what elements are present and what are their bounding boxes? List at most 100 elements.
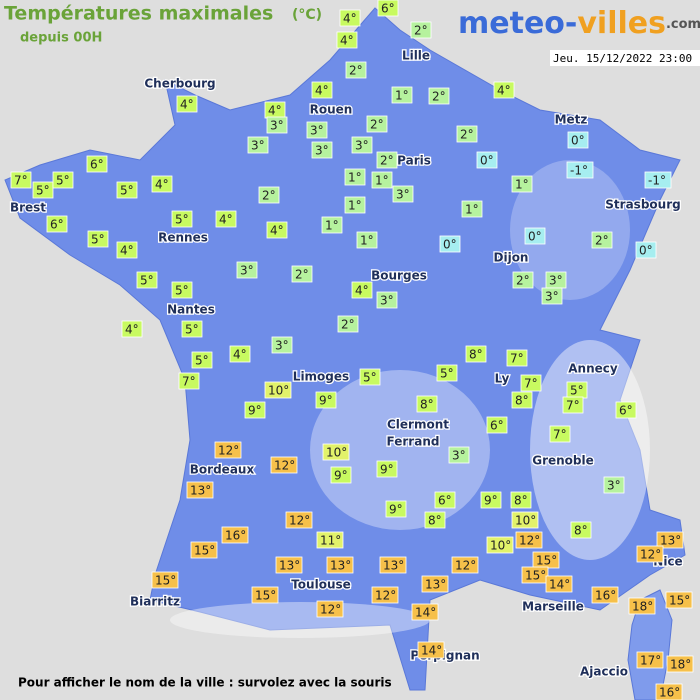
temperature-box [236,261,258,279]
temperature-marker: 3° [448,446,470,464]
temperature-box [545,575,573,593]
city-name: Biarritz [130,595,180,609]
temperature-marker: 5° [136,271,158,289]
city-name: Annecy [568,362,618,376]
temperature: 7° [510,352,524,366]
temperature-box [371,586,399,604]
logo: meteo-villes.com [458,6,700,41]
temperature-marker: 12° [451,556,479,574]
temperature-box [356,231,378,249]
temperature-box [116,181,138,199]
temperature-box [511,391,533,409]
temperature-marker: 4° [336,31,358,49]
temperature-box [171,281,193,299]
city-name: Cherbourg [144,77,215,91]
temperature: 6° [438,494,452,508]
temperature: 18° [670,658,691,672]
temperature-box [306,121,328,139]
temperature: 2° [380,154,394,168]
temperature-box [151,175,173,193]
alps [530,340,650,560]
temperature-marker: 12° [515,531,543,549]
city-name: Brest [10,201,46,215]
temperature: 8° [469,348,483,362]
temperature: 10° [490,539,511,553]
temperature-box [214,441,242,459]
temperature: 10° [515,514,536,528]
temperature-marker: 14° [417,641,445,659]
temperature-box [515,531,543,549]
temperature-box [339,9,361,27]
city-name: Nantes [167,303,215,317]
temperature: 7° [566,399,580,413]
temperature-box [549,425,571,443]
temperature-marker: 2° [512,271,534,289]
temperature: 5° [175,213,189,227]
temperature: 1° [515,178,529,192]
temperature-marker: 5° [566,381,588,399]
temperature-box [603,476,625,494]
temperature-marker: 5° [116,181,138,199]
temperature-box [171,210,193,228]
temperature-marker: 0° [439,235,461,253]
temperature-box [666,655,694,673]
temperature-box [541,287,563,305]
temperature: 13° [660,534,681,548]
temperature: 13° [330,559,351,573]
temperature-marker: 5° [191,351,213,369]
temperature-marker: 8° [511,391,533,409]
temperature: 4° [125,323,139,337]
temperature-marker: 8° [570,521,592,539]
temperature-box [244,401,266,419]
temperature-marker: 12° [636,545,664,563]
temperature: 5° [195,354,209,368]
temperature: 9° [484,494,498,508]
temperature-marker: 13° [379,556,407,574]
temperature: 5° [570,384,584,398]
temperature-box [411,603,439,621]
temperature: 12° [274,459,295,473]
temperature-marker: 16° [591,586,619,604]
temperature-marker: 5° [87,230,109,248]
temperature-box [366,115,388,133]
temperature-box [511,511,539,529]
temperature: 2° [349,64,363,78]
temperature-marker: 3° [236,261,258,279]
temperature-marker: 0° [567,131,589,149]
temperature-box [344,168,366,186]
temperature-marker: 5° [436,364,458,382]
temperature-box [636,651,664,669]
temperature: 12° [375,589,396,603]
city-name: Dijon [494,251,529,265]
temperature: 18° [632,600,653,614]
temperature-box [644,171,672,189]
temperature: 4° [343,12,357,26]
temperature: -1° [570,164,588,178]
temperature-marker: 4° [264,101,286,119]
temperature: 3° [545,290,559,304]
temperature-box [87,230,109,248]
temperature: 11° [320,534,341,548]
temperature-box [570,521,592,539]
temperature-box [10,171,32,189]
temperature: 0° [528,230,542,244]
temperature: 2° [595,234,609,248]
temperature-marker: 17° [636,651,664,669]
temperature-box [191,351,213,369]
temperature: 4° [155,178,169,192]
temperature: 3° [270,119,284,133]
temperature-box [615,401,637,419]
temperature-box [562,396,584,414]
temperature-box [247,136,269,154]
temperature-box [275,556,303,574]
temperature-marker: 3° [266,116,288,134]
temperature-box [52,171,74,189]
temperature-marker: 18° [666,655,694,673]
temperature: 14° [549,578,570,592]
temperature: 4° [340,34,354,48]
temperature-marker: 3° [603,476,625,494]
temperature-box [566,161,594,179]
temperature-box [480,491,502,509]
city-name: Clermont [387,418,449,432]
temperature: 9° [380,463,394,477]
